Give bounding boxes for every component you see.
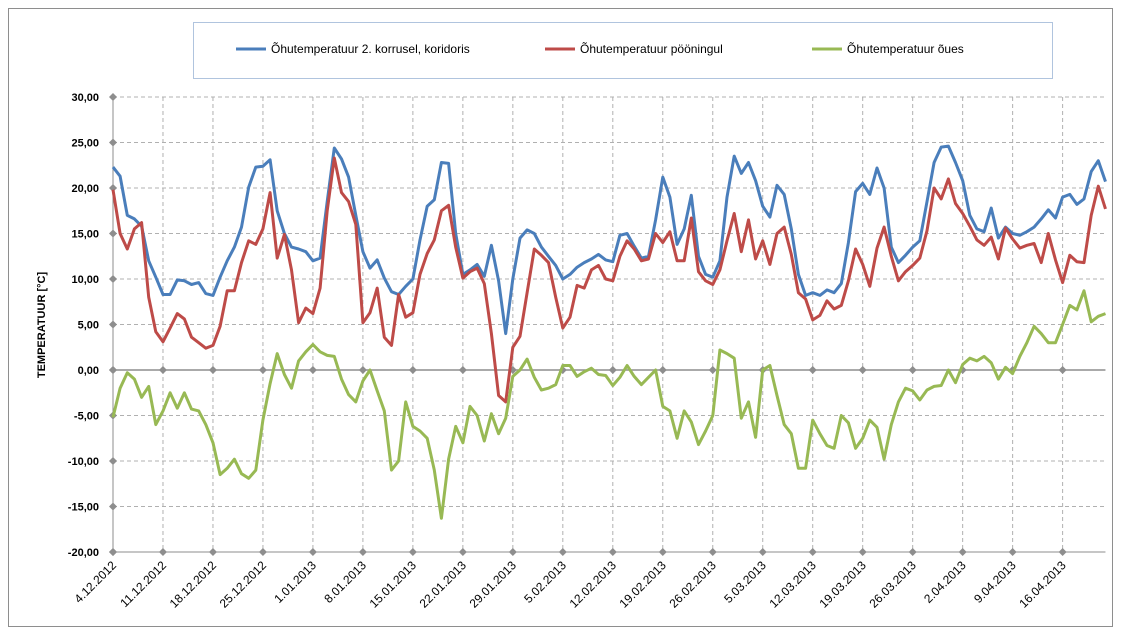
x-tick-mark [558,548,567,556]
x-tick-mark [109,548,117,556]
y-axis-label: TEMPERATUUR [°C] [36,272,48,379]
y-tick-label: 10,00 [71,274,99,286]
series-line [111,144,1107,336]
x-tick-mark [208,366,217,374]
x-tick-mark [308,366,317,374]
y-tick-label: 25,00 [71,138,99,150]
legend-label: Õhutemperatuur pööningul [580,41,723,56]
x-tick-mark [358,548,367,556]
x-tick-mark [708,548,717,556]
y-tick-label: -20,00 [68,547,99,559]
legend-label: Õhutemperatuur õues [847,41,964,56]
x-tick-mark [358,366,367,374]
x-tick-mark [658,366,667,374]
x-tick-mark [208,548,217,556]
legend-box [193,22,1053,79]
x-tick-mark [258,548,267,556]
series-line [111,156,1107,404]
x-tick-mark [708,366,717,374]
x-tick-mark [158,366,167,374]
y-tick-label: 5,00 [78,320,99,332]
x-tick-mark [808,548,817,556]
x-tick-mark [458,548,467,556]
x-tick-mark [758,548,767,556]
x-tick-mark [608,548,617,556]
x-tick-mark [109,366,117,374]
x-tick-mark [508,548,517,556]
y-tick-label: 0,00 [78,365,99,377]
x-tick-mark [158,548,167,556]
x-tick-mark [908,366,917,374]
x-tick-mark [658,548,667,556]
x-tick-mark [258,366,267,374]
y-tick-label: 15,00 [71,229,99,241]
series-line [111,289,1107,520]
x-tick-mark [1058,548,1067,556]
y-tick-label: 30,00 [71,92,99,104]
y-tick-label: 20,00 [71,183,99,195]
x-tick-mark [608,366,617,374]
x-tick-mark [1058,366,1067,374]
legend-label: Õhutemperatuur 2. korrusel, koridoris [271,41,470,56]
x-tick-mark [958,548,967,556]
x-tick-mark [308,548,317,556]
x-tick-mark [858,548,867,556]
x-tick-mark [408,366,417,374]
x-tick-mark [908,548,917,556]
x-tick-mark [508,366,517,374]
x-tick-mark [858,366,867,374]
x-tick-mark [808,366,817,374]
x-tick-mark [1008,548,1017,556]
x-tick-mark [408,548,417,556]
x-tick-mark [458,366,467,374]
y-tick-label: -10,00 [68,456,99,468]
y-tick-label: -15,00 [68,502,99,514]
y-tick-label: -5,00 [74,411,99,423]
